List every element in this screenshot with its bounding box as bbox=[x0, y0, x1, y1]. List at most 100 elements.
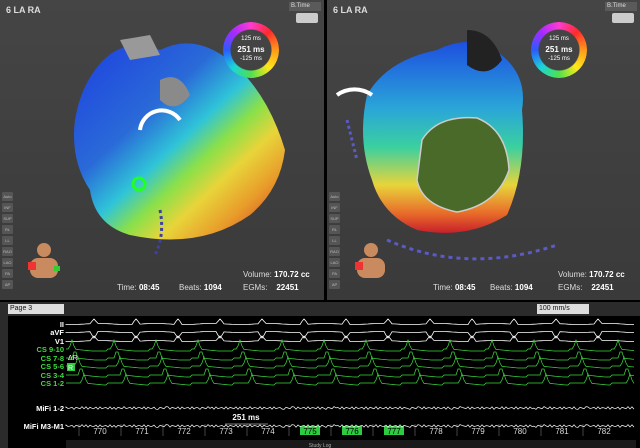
stat-egms: EGMs: 22451 bbox=[558, 283, 614, 292]
marker: R bbox=[68, 365, 73, 372]
view-button[interactable]: PA bbox=[329, 269, 340, 278]
view-button[interactable]: RL bbox=[2, 225, 13, 234]
legend-top: 125 ms bbox=[549, 36, 569, 42]
view-button[interactable]: INF bbox=[329, 203, 340, 212]
value: 1094 bbox=[203, 283, 222, 292]
stat-time: Time: 08:45 bbox=[433, 283, 475, 292]
beat-label: 781 bbox=[555, 427, 569, 436]
view-button[interactable]: LAO bbox=[2, 258, 13, 267]
map-mode-dropdown[interactable]: B.Time bbox=[289, 2, 321, 11]
label: EGMs: bbox=[558, 283, 583, 292]
panel-title: 6 LA RA bbox=[6, 5, 41, 15]
beat-highlight bbox=[342, 426, 362, 435]
map-3d bbox=[335, 30, 558, 278]
stat-beats: Beats: 1094 bbox=[490, 283, 533, 292]
trace bbox=[66, 355, 635, 369]
view-button[interactable]: RAO bbox=[329, 247, 340, 256]
egm-traces: 770 771 772 773 774 775 776 777 778 779 780 781 782 I… bbox=[0, 316, 640, 448]
marker-box bbox=[67, 363, 75, 371]
channel-label: II bbox=[60, 320, 64, 329]
beat-highlight bbox=[384, 426, 404, 435]
view-button[interactable]: LL bbox=[329, 236, 340, 245]
view-button[interactable]: AP bbox=[2, 280, 13, 289]
trace bbox=[66, 368, 635, 378]
footer-bar bbox=[66, 440, 636, 448]
beat-label: 782 bbox=[597, 427, 611, 436]
trace bbox=[65, 331, 635, 339]
beat-label: 777 bbox=[387, 427, 401, 436]
value: 170.72 cc bbox=[274, 270, 310, 279]
view-button[interactable]: LAO bbox=[329, 258, 340, 267]
view-button[interactable]: RL bbox=[329, 225, 340, 234]
view-button[interactable]: AP bbox=[329, 280, 340, 289]
value: 22451 bbox=[276, 283, 299, 292]
view-button[interactable]: SUP bbox=[329, 214, 340, 223]
beat-label: 774 bbox=[261, 427, 275, 436]
label: Beats: bbox=[179, 283, 202, 292]
view-button[interactable]: PA bbox=[2, 269, 13, 278]
interval-label: 251 ms bbox=[232, 413, 260, 422]
panel-title: 6 LA RA bbox=[333, 5, 368, 15]
label: Volume: bbox=[558, 270, 587, 279]
trace bbox=[65, 318, 635, 325]
value: 22451 bbox=[591, 283, 614, 292]
map-mode-dropdown[interactable]: B.Time bbox=[605, 2, 637, 11]
label: Time: bbox=[117, 283, 137, 292]
beat-label: 780 bbox=[513, 427, 527, 436]
channel-label: CS 7-8 bbox=[41, 354, 64, 363]
beat-label: 773 bbox=[219, 427, 233, 436]
stat-volume: Volume: 170.72 cc bbox=[243, 270, 310, 279]
value: 08:45 bbox=[454, 283, 476, 292]
channel-label: aVF bbox=[50, 328, 64, 337]
view-button[interactable]: RAO bbox=[2, 247, 13, 256]
stat-egms: EGMs: 22451 bbox=[243, 283, 299, 292]
beat-label: 771 bbox=[135, 427, 149, 436]
view-button[interactable]: INF bbox=[2, 203, 13, 212]
channel-label: V1 bbox=[55, 337, 64, 346]
legend-top: 125 ms bbox=[241, 36, 261, 42]
view-buttons: Auto INF SUP RL LL RAO LAO PA AP bbox=[329, 192, 340, 291]
egm-toolbar bbox=[0, 302, 640, 316]
trace bbox=[66, 372, 635, 386]
map-panel: 6 LA RA B.Time 125 ms 251 ms -125 ms Tim… bbox=[327, 0, 640, 300]
color-wheel bbox=[531, 22, 587, 78]
map-3d bbox=[28, 35, 285, 278]
color-wheel bbox=[223, 22, 279, 78]
map-tool-button[interactable] bbox=[612, 13, 634, 23]
page-dropdown[interactable]: Page 3 bbox=[8, 304, 64, 314]
channel-label: CS 3-4 bbox=[41, 371, 65, 380]
view-button[interactable]: SUP bbox=[2, 214, 13, 223]
stat-volume: Volume: 170.72 cc bbox=[558, 270, 625, 279]
stat-time: Time: 08:45 bbox=[117, 283, 159, 292]
channel-label: CS 5-6 bbox=[41, 362, 64, 371]
beat-label: 772 bbox=[177, 427, 191, 436]
view-button[interactable]: Auto bbox=[329, 192, 340, 201]
side-strip bbox=[0, 316, 8, 448]
beat-label: 775 bbox=[303, 427, 317, 436]
channel-label: CS 9-10 bbox=[36, 345, 64, 354]
trace bbox=[65, 406, 635, 410]
beat-label: 779 bbox=[471, 427, 485, 436]
view-button[interactable]: Auto bbox=[2, 192, 13, 201]
legend-center: 251 ms bbox=[237, 45, 265, 54]
channel-label: MiFi M3-M1 bbox=[24, 422, 64, 431]
legend-bottom: -125 ms bbox=[240, 56, 262, 62]
map-panel: 6 LA RA B.Time 125 ms 251 ms -125 ms Tim… bbox=[0, 0, 324, 300]
map-tool-button[interactable] bbox=[296, 13, 318, 23]
label: Time: bbox=[433, 283, 453, 292]
legend-bottom: -125 ms bbox=[548, 56, 570, 62]
label: EGMs: bbox=[243, 283, 268, 292]
value: 08:45 bbox=[138, 283, 160, 292]
speed-dropdown[interactable]: 100 mm/s bbox=[537, 304, 589, 314]
channel-label: CS 1-2 bbox=[41, 379, 64, 388]
legend-center: 251 ms bbox=[545, 45, 573, 54]
trace bbox=[65, 335, 635, 342]
marker: ΔR bbox=[68, 355, 78, 362]
beat-label: 770 bbox=[93, 427, 107, 436]
channel-label: MiFi 1-2 bbox=[36, 404, 64, 413]
footer-label: Study Log bbox=[309, 443, 332, 448]
label: Beats: bbox=[490, 283, 513, 292]
view-button[interactable]: LL bbox=[2, 236, 13, 245]
